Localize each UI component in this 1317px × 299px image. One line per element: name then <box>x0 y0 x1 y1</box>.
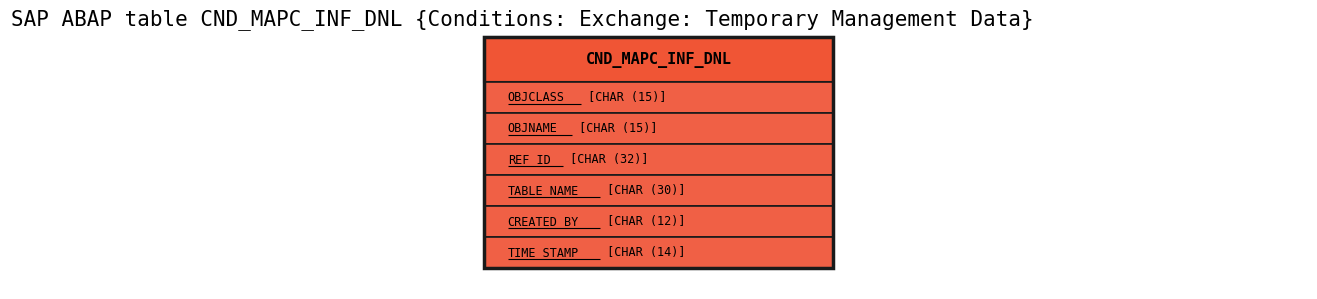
Text: TIME_STAMP: TIME_STAMP <box>508 246 579 259</box>
Text: [CHAR (30)]: [CHAR (30)] <box>599 184 685 197</box>
Text: [CHAR (12)]: [CHAR (12)] <box>599 215 685 228</box>
Text: TABLE_NAME: TABLE_NAME <box>508 184 579 197</box>
Text: SAP ABAP table CND_MAPC_INF_DNL {Conditions: Exchange: Temporary Management Data: SAP ABAP table CND_MAPC_INF_DNL {Conditi… <box>11 9 1033 30</box>
Text: OBJCLASS: OBJCLASS <box>508 91 565 104</box>
FancyBboxPatch shape <box>485 237 834 268</box>
Text: [CHAR (15)]: [CHAR (15)] <box>572 122 657 135</box>
Text: [CHAR (15)]: [CHAR (15)] <box>581 91 666 104</box>
Text: OBJNAME: OBJNAME <box>508 122 557 135</box>
FancyBboxPatch shape <box>485 113 834 144</box>
FancyBboxPatch shape <box>485 82 834 113</box>
Text: [CHAR (32)]: [CHAR (32)] <box>562 153 648 166</box>
Text: [CHAR (14)]: [CHAR (14)] <box>599 246 685 259</box>
Text: REF_ID: REF_ID <box>508 153 551 166</box>
FancyBboxPatch shape <box>485 206 834 237</box>
Text: CREATED_BY: CREATED_BY <box>508 215 579 228</box>
FancyBboxPatch shape <box>485 144 834 175</box>
Text: CND_MAPC_INF_DNL: CND_MAPC_INF_DNL <box>586 51 731 68</box>
FancyBboxPatch shape <box>485 37 834 82</box>
FancyBboxPatch shape <box>485 175 834 206</box>
